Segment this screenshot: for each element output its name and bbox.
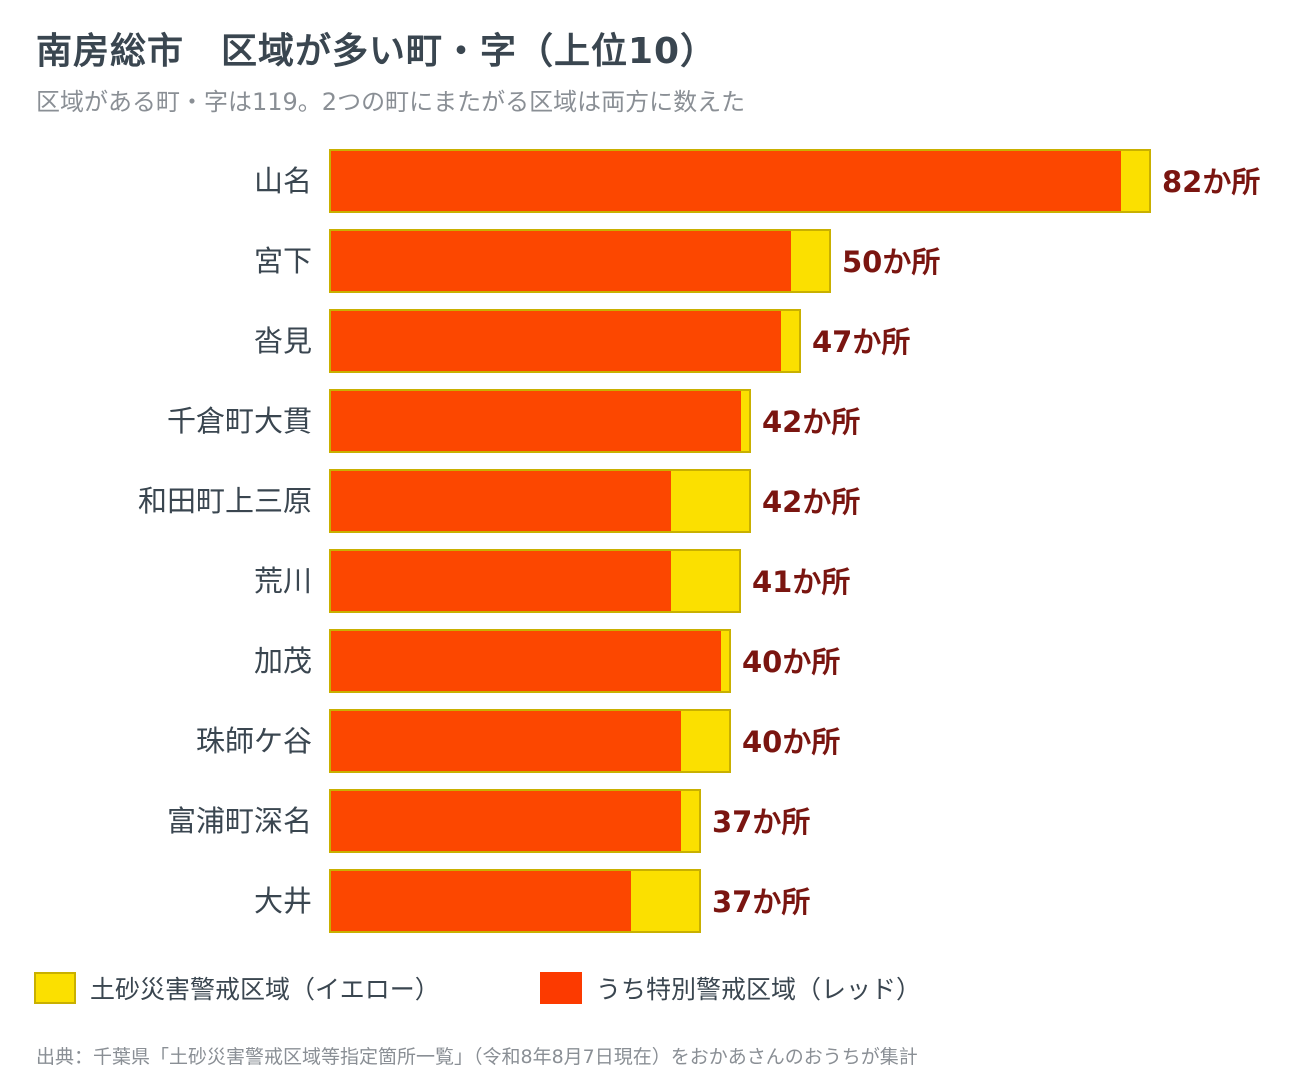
bar-red	[331, 151, 1121, 211]
category-label: 千倉町大貫	[167, 404, 312, 438]
value-label: 37か所	[712, 805, 810, 839]
legend-swatch-red	[540, 972, 582, 1004]
legend-item-red: うち特別警戒区域（レッド）	[540, 970, 921, 1006]
value-label: 50か所	[842, 245, 940, 279]
bar-red	[331, 871, 631, 931]
value-label: 41か所	[752, 565, 850, 599]
category-label: 大井	[254, 884, 312, 918]
legend-item-yellow: 土砂災害警戒区域（イエロー）	[34, 970, 440, 1006]
value-label: 47か所	[812, 325, 910, 359]
bar-red	[331, 311, 781, 371]
legend: 土砂災害警戒区域（イエロー） うち特別警戒区域（レッド）	[0, 970, 1300, 1010]
value-label: 40か所	[742, 645, 840, 679]
category-label: 荒川	[254, 564, 312, 598]
bar-red	[331, 791, 681, 851]
legend-label-red: うち特別警戒区域（レッド）	[596, 975, 922, 1004]
category-label: 富浦町深名	[167, 804, 312, 838]
legend-swatch-yellow	[34, 972, 76, 1004]
bar-red	[331, 551, 671, 611]
bar-red	[331, 391, 741, 451]
chart-subtitle: 区域がある町・字は119。2つの町にまたがる区域は両方に数えた	[36, 88, 746, 116]
value-label: 42か所	[762, 405, 860, 439]
value-label: 40か所	[742, 725, 840, 759]
category-label: 沓見	[254, 324, 312, 358]
legend-label-yellow: 土砂災害警戒区域（イエロー）	[90, 975, 440, 1004]
source-note: 出典：千葉県「土砂災害警戒区域等指定箇所一覧」（令和8年8月7日現在）をおかあさ…	[36, 1046, 918, 1068]
bar-red	[331, 631, 721, 691]
value-label: 37か所	[712, 885, 810, 919]
category-label: 加茂	[254, 644, 312, 678]
category-label: 和田町上三原	[138, 484, 312, 518]
value-label: 82か所	[1162, 165, 1260, 199]
category-label: 宮下	[254, 244, 312, 278]
bar-red	[331, 231, 791, 291]
value-label: 42か所	[762, 485, 860, 519]
chart-title: 南房総市 区域が多い町・字（上位10）	[36, 31, 718, 72]
bar-red	[331, 471, 671, 531]
bar-red	[331, 711, 681, 771]
category-label: 山名	[254, 164, 312, 198]
category-label: 珠師ケ谷	[196, 724, 312, 758]
